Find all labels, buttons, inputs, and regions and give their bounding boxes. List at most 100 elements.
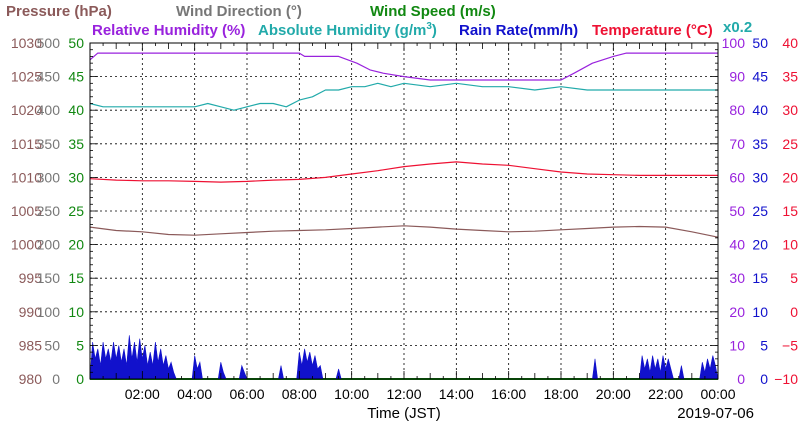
- x-tick-label: 00:00: [700, 386, 735, 402]
- y-tick-label-humidity: 90: [729, 69, 745, 85]
- series-relative-humidity: [89, 52, 718, 81]
- y-tick-label-wind-direction: 350: [37, 136, 61, 152]
- x-tick-label: 14:00: [439, 386, 474, 402]
- x-axis-label: Time (JST): [367, 405, 441, 422]
- y-axes: 9809859909951000100510101015102010251030…: [11, 35, 798, 387]
- y-tick-label-humidity: 0: [737, 371, 745, 387]
- y-tick-label-humidity: 50: [729, 203, 745, 219]
- chart-grid: [90, 43, 718, 379]
- y-tick-label-rain-rate: 40: [752, 102, 768, 118]
- series-pressure: [89, 225, 719, 238]
- y-tick-label-wind-direction: 300: [37, 169, 61, 185]
- plot-series: [89, 52, 719, 380]
- y-tick-label-wind-speed: 30: [68, 169, 84, 185]
- title-relative-humidity: Relative Humidity (%): [92, 22, 245, 39]
- series-rain-rate-burst: [592, 358, 598, 380]
- y-tick-label-temperature: 35: [782, 69, 798, 85]
- y-tick-label-humidity: 100: [722, 35, 746, 51]
- y-tick-label-rain-rate: 0: [760, 371, 768, 387]
- y-tick-label-pressure: 1000: [11, 237, 42, 253]
- series-rain-rate-burst: [639, 355, 674, 380]
- y-tick-label-wind-speed: 25: [68, 203, 84, 219]
- y-tick-label-humidity: 70: [729, 136, 745, 152]
- y-tick-label-pressure: 985: [19, 337, 43, 353]
- y-tick-label-wind-direction: 100: [37, 304, 61, 320]
- y-tick-label-pressure: 1030: [11, 35, 42, 51]
- chart-titles: Pressure (hPa) Wind Direction (°) Wind S…: [6, 3, 752, 39]
- title-scale-factor: x0.2: [723, 19, 752, 36]
- y-tick-label-wind-direction: 0: [52, 371, 60, 387]
- y-tick-label-pressure: 1005: [11, 203, 42, 219]
- y-tick-label-wind-speed: 35: [68, 136, 84, 152]
- y-tick-label-humidity: 60: [729, 169, 745, 185]
- y-tick-label-wind-speed: 50: [68, 35, 84, 51]
- x-tick-label: 20:00: [596, 386, 631, 402]
- y-tick-label-pressure: 1015: [11, 136, 42, 152]
- y-tick-label-rain-rate: 5: [760, 337, 768, 353]
- series-rain-rate-burst: [699, 355, 719, 380]
- title-rain-rate: Rain Rate(mm/h): [459, 22, 578, 39]
- y-tick-label-temperature: 30: [782, 102, 798, 118]
- y-tick-label-temperature: −10: [774, 371, 798, 387]
- y-tick-label-humidity: 30: [729, 270, 745, 286]
- y-tick-label-rain-rate: 45: [752, 69, 768, 85]
- series-rain-rate-burst: [678, 365, 685, 380]
- y-tick-label-rain-rate: 50: [752, 35, 768, 51]
- y-tick-label-rain-rate: 30: [752, 169, 768, 185]
- x-tick-label: 02:00: [125, 386, 160, 402]
- y-tick-label-wind-speed: 15: [68, 270, 84, 286]
- title-temperature: Temperature (°C): [592, 22, 713, 39]
- y-tick-label-pressure: 1010: [11, 169, 42, 185]
- x-tick-label: 12:00: [386, 386, 421, 402]
- title-pressure: Pressure (hPa): [6, 3, 112, 20]
- y-tick-label-temperature: 5: [790, 270, 798, 286]
- y-tick-label-temperature: 0: [790, 304, 798, 320]
- y-tick-label-rain-rate: 10: [752, 304, 768, 320]
- y-tick-label-wind-direction: 400: [37, 102, 61, 118]
- x-tick-label: 22:00: [648, 386, 683, 402]
- x-axis: 02:00 04:00 06:00 08:00 10:00 12:00 14:00 16:00…: [125, 386, 736, 402]
- y-tick-label-humidity: 80: [729, 102, 745, 118]
- y-tick-label-wind-direction: 250: [37, 203, 61, 219]
- series-temperature: [89, 161, 718, 183]
- y-tick-label-rain-rate: 35: [752, 136, 768, 152]
- title-absolute-humidity: Absolute Humidity (g/m3): [258, 21, 437, 39]
- x-tick-label: 08:00: [282, 386, 317, 402]
- y-tick-label-temperature: 40: [782, 35, 798, 51]
- y-tick-label-humidity: 40: [729, 237, 745, 253]
- y-tick-label-wind-speed: 10: [68, 304, 84, 320]
- y-tick-label-temperature: 25: [782, 136, 798, 152]
- y-tick-label-wind-direction: 200: [37, 237, 61, 253]
- y-tick-label-temperature: −5: [782, 337, 798, 353]
- chart-date: 2019-07-06: [677, 405, 754, 422]
- title-wind-speed: Wind Speed (m/s): [370, 3, 496, 20]
- y-tick-label-wind-speed: 0: [76, 371, 84, 387]
- y-tick-label-wind-speed: 40: [68, 102, 84, 118]
- y-tick-label-pressure: 1025: [11, 69, 42, 85]
- plot-frame: [89, 42, 719, 380]
- y-tick-label-temperature: 10: [782, 237, 798, 253]
- y-tick-label-humidity: 10: [729, 337, 745, 353]
- series-rain-rate-burst: [278, 365, 284, 380]
- y-tick-label-humidity: 20: [729, 304, 745, 320]
- y-tick-label-wind-direction: 50: [44, 337, 60, 353]
- y-tick-label-pressure: 990: [19, 304, 43, 320]
- x-tick-label: 16:00: [491, 386, 526, 402]
- y-tick-label-wind-speed: 45: [68, 69, 84, 85]
- y-tick-label-wind-speed: 20: [68, 237, 84, 253]
- y-tick-label-wind-direction: 500: [37, 35, 61, 51]
- y-tick-label-temperature: 20: [782, 169, 798, 185]
- x-tick-label: 18:00: [543, 386, 578, 402]
- title-wind-direction: Wind Direction (°): [176, 3, 302, 20]
- series-absolute-humidity: [89, 82, 718, 111]
- x-tick-label: 04:00: [177, 386, 212, 402]
- x-tick-label: 06:00: [229, 386, 264, 402]
- y-tick-label-rain-rate: 20: [752, 237, 768, 253]
- series-rain-rate-burst: [296, 348, 324, 380]
- series-rain-rate-burst: [89, 335, 177, 380]
- y-tick-label-pressure: 1020: [11, 102, 42, 118]
- x-tick-label: 10:00: [334, 386, 369, 402]
- y-tick-label-pressure: 995: [19, 270, 43, 286]
- y-tick-label-rain-rate: 25: [752, 203, 768, 219]
